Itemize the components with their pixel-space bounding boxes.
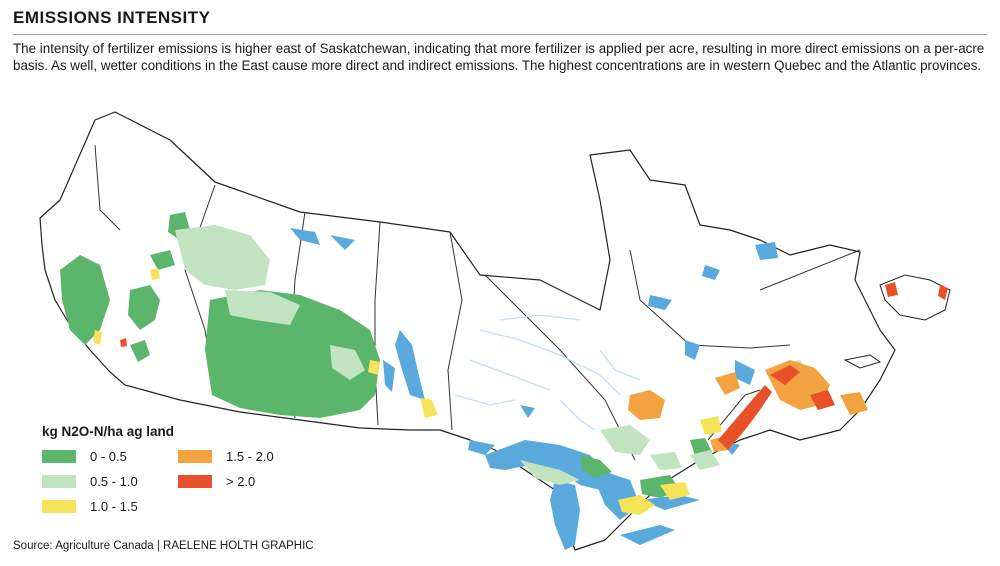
legend-swatch: [178, 450, 212, 463]
legend-item: > 2.0: [178, 474, 255, 489]
legend-label: 0.5 - 1.0: [90, 474, 138, 489]
pei-outline: [843, 354, 882, 369]
legend-swatch: [42, 475, 76, 488]
legend-swatch: [42, 500, 76, 513]
legend-label: 0 - 0.5: [90, 449, 127, 464]
canada-map: [39, 111, 951, 551]
map-description: The intensity of fertilizer emissions is…: [13, 41, 985, 73]
legend-swatch: [178, 475, 212, 488]
legend-items: 0 - 0.5 0.5 - 1.0 1.0 - 1.5 1.5 - 2.0 > …: [38, 449, 338, 529]
class-0-0.5: [60, 212, 712, 498]
class-0.5-1.0: [175, 225, 810, 485]
legend: kg N2O-N/ha ag land 0 - 0.5 0.5 - 1.0 1.…: [38, 424, 338, 529]
legend-item: 0.5 - 1.0: [42, 474, 138, 489]
canada-outline: [39, 111, 896, 551]
legend-label: 1.0 - 1.5: [90, 499, 138, 514]
title-divider: [13, 34, 987, 35]
legend-item: 1.5 - 2.0: [178, 449, 274, 464]
rivers: [454, 314, 641, 431]
legend-item: 1.0 - 1.5: [42, 499, 138, 514]
water-bodies: [228, 228, 778, 550]
legend-label: 1.5 - 2.0: [226, 449, 274, 464]
legend-label: > 2.0: [226, 474, 256, 489]
map-title: EMISSIONS INTENSITY: [13, 8, 211, 27]
newfoundland-outline: [879, 274, 951, 321]
legend-swatch: [42, 450, 76, 463]
legend-title: kg N2O-N/ha ag land: [42, 424, 175, 439]
source-credit: Source: Agriculture Canada | RAELENE HOL…: [13, 540, 314, 552]
legend-item: 0 - 0.5: [42, 449, 127, 464]
class-gt-2.0: [120, 282, 948, 450]
